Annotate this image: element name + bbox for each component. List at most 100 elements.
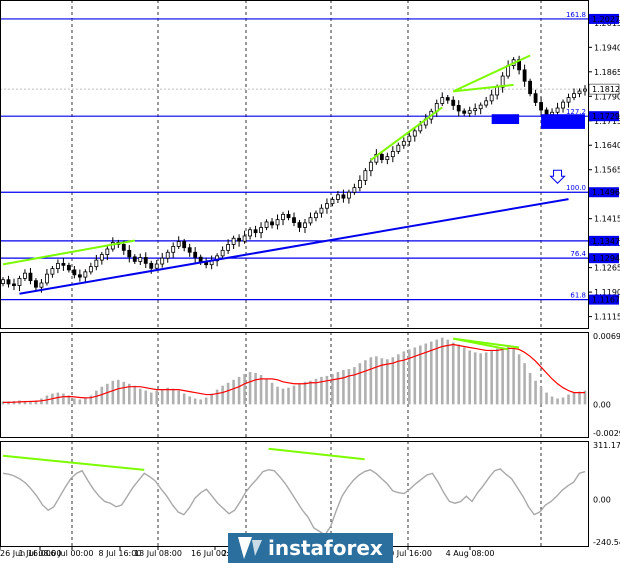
histogram-bar	[490, 350, 493, 405]
level-price-label: 1.1347	[592, 237, 620, 246]
histogram-bar	[451, 342, 455, 405]
histogram-bar	[550, 396, 554, 405]
candle-body	[83, 271, 88, 278]
macd-panel: 0.00697 0.00 -0.00292	[0, 332, 620, 438]
candle-body	[220, 249, 225, 257]
price-tick-label: 1.1865	[594, 68, 620, 77]
histogram-bar	[418, 345, 422, 405]
candle-body	[407, 135, 412, 142]
candle-body	[325, 203, 329, 209]
time-tick-label: 4 Aug 08:00	[446, 549, 495, 558]
histogram-bar	[193, 398, 197, 405]
price-panel: 1.20151.19401.18651.17901.17151.16401.15…	[0, 0, 620, 329]
histogram-bar	[117, 379, 120, 405]
histogram-bar	[62, 393, 65, 405]
divergence-line	[2, 454, 145, 471]
histogram-bar	[534, 380, 537, 405]
histogram-bar	[353, 367, 356, 405]
histogram-bar	[138, 388, 142, 405]
candle-body	[253, 229, 258, 234]
down-arrow-icon	[549, 169, 566, 184]
level-price-label: 1.1167	[592, 296, 620, 305]
candle-body	[484, 100, 489, 106]
cci-tick-label: -240.548	[593, 538, 620, 547]
histogram-bar	[254, 372, 257, 405]
level-price-tag	[589, 187, 619, 198]
histogram-bar	[435, 339, 439, 405]
histogram-bar	[111, 380, 115, 405]
candle-body	[264, 221, 269, 228]
histogram-bar	[144, 390, 148, 405]
candle-body	[248, 229, 252, 237]
candle-body	[292, 217, 296, 223]
price-tick-label: 1.1190	[594, 288, 620, 297]
candle-body	[171, 246, 176, 253]
candle-body	[462, 110, 467, 114]
histogram-bar	[215, 389, 219, 405]
macd-panel-frame	[0, 332, 589, 438]
histogram-bar	[446, 339, 450, 405]
candle-body	[72, 269, 77, 276]
candle-body	[374, 153, 379, 163]
histogram-bar	[122, 381, 126, 405]
histogram-bar	[397, 354, 400, 405]
fib-level-label: 76.4	[570, 250, 586, 258]
histogram-bar	[342, 370, 345, 405]
candle-body	[577, 90, 582, 95]
fib-level-label: 127.2	[566, 108, 586, 116]
level-price-tag	[589, 253, 619, 264]
candle-body	[231, 237, 236, 245]
histogram-bar	[468, 350, 471, 405]
histogram-bar	[292, 385, 296, 405]
histogram-bar	[528, 372, 532, 405]
cci-line	[2, 468, 586, 536]
candle-body	[160, 257, 165, 265]
candle-body	[154, 263, 159, 269]
histogram-bar	[199, 399, 202, 405]
histogram-bar	[473, 352, 477, 405]
candle-body	[467, 110, 472, 114]
candle-body	[182, 241, 187, 249]
histogram-bar	[287, 387, 290, 405]
candle-body	[94, 259, 99, 268]
candle-body	[55, 262, 60, 270]
macd-tick-label: 0.00	[593, 400, 611, 409]
candle-body	[286, 214, 291, 219]
candle-body	[105, 248, 110, 255]
histogram-bar	[309, 380, 312, 405]
histogram-bar	[320, 376, 323, 405]
candle-body	[1, 279, 5, 285]
histogram-bar	[501, 347, 504, 405]
histogram-bar	[479, 353, 482, 405]
candle-body	[34, 280, 38, 288]
candle-body	[242, 235, 247, 242]
candle-body	[61, 262, 66, 266]
highlight-box	[491, 114, 520, 125]
fib-level-label: 61.8	[570, 292, 586, 300]
histogram-bar	[171, 388, 175, 405]
candle-body	[187, 247, 192, 253]
candle-body	[259, 227, 263, 234]
candle-body	[66, 264, 71, 271]
candle-body	[99, 254, 104, 261]
histogram-bar	[298, 383, 301, 405]
histogram-bar	[243, 373, 246, 405]
candle-body	[50, 268, 55, 275]
histogram-bar	[364, 360, 367, 405]
time-tick-label: 16 Jul 00:00	[191, 549, 239, 558]
candle-body	[550, 111, 554, 115]
candle-body	[138, 257, 143, 262]
time-tick-label: 8 Jul 16:00	[99, 549, 142, 558]
histogram-bar	[248, 371, 252, 405]
level-price-label: 1.1294	[592, 254, 620, 263]
candle-body	[539, 102, 543, 111]
histogram-bar	[583, 390, 587, 405]
divergence-line	[268, 447, 365, 461]
cci-panel: 311.1728 0.00 -240.548	[0, 441, 620, 547]
candle-body	[401, 140, 406, 146]
candle-body	[308, 217, 313, 224]
histogram-bar	[56, 392, 60, 405]
histogram-bar	[369, 357, 373, 405]
histogram-bar	[380, 358, 384, 405]
